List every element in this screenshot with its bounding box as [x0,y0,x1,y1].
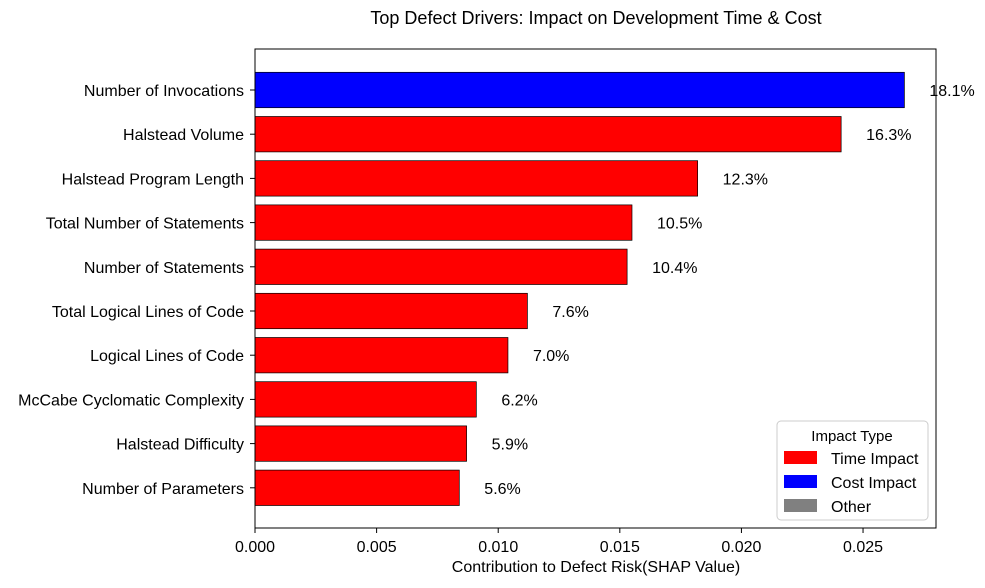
bar [254,71,905,109]
y-axis-ticks: Number of Invocations Halstead Volume Hals… [18,83,255,498]
data-label: 10.4% [652,260,697,277]
data-label: 7.6% [552,304,588,321]
x-tick-label: 0.000 [235,539,275,556]
bar [254,425,467,462]
legend-swatch [784,475,817,488]
legend-label: Other [831,499,872,516]
legend-box [776,420,929,521]
data-label: 10.5% [657,216,702,233]
x-tick-label: 0.010 [478,539,518,556]
chart-title: Top Defect Drivers: Impact on Developmen… [370,8,821,28]
y-tick-label: Total Logical Lines of Code [52,304,244,321]
bar [254,116,842,153]
legend-title: Impact Type [811,428,892,445]
y-tick-label: Number of Parameters [82,481,244,498]
bar [254,469,460,506]
legend-entries: Time Impact Cost Impact Other [784,451,919,516]
bar [254,381,477,418]
x-tick-label: 0.025 [843,539,883,556]
data-label: 7.0% [533,348,569,365]
bar [254,337,509,374]
data-labels-group: 18.1% 16.3% 12.3% 10.5% 10.4% 7.6% 7.0% 6.2% 5.9… [484,83,974,498]
y-tick-label: Halstead Difficulty [116,437,244,454]
data-label: 6.2% [501,392,537,409]
x-tick-label: 0.020 [721,539,761,556]
x-tick-label: 0.005 [357,539,397,556]
legend-label: Cost Impact [831,475,917,492]
y-tick-label: Logical Lines of Code [90,348,244,365]
bars-group [254,71,905,506]
x-tick-label: 0.015 [600,539,640,556]
data-label: 16.3% [866,127,911,144]
legend-swatch [784,499,817,512]
data-label: 18.1% [929,83,974,100]
data-label: 5.9% [492,437,528,454]
y-tick-label: Halstead Volume [123,127,244,144]
bar [254,160,698,197]
legend-label: Time Impact [831,451,919,468]
bar [254,292,528,330]
y-tick-label: McCabe Cyclomatic Complexity [18,392,244,409]
bar [254,204,633,241]
x-axis-ticks: 0.000 0.005 0.010 0.015 0.020 0.025 [235,528,883,556]
legend: Impact Type Time Impact Cost Impact Other [776,420,929,521]
data-label: 12.3% [723,171,768,188]
legend-swatch [784,451,817,464]
bar [254,248,628,285]
y-tick-label: Number of Invocations [84,83,244,100]
data-label: 5.6% [484,481,520,498]
plot-area-frame [254,48,937,529]
y-tick-label: Number of Statements [84,260,244,277]
y-tick-label: Total Number of Statements [46,216,244,233]
x-axis-label: Contribution to Defect Risk(SHAP Value) [452,559,740,576]
y-tick-label: Halstead Program Length [62,171,244,188]
